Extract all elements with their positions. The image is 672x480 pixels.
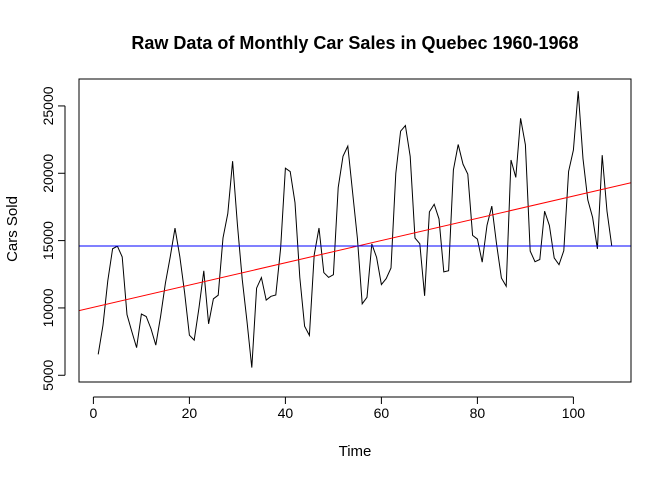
y-tick-label: 5000: [40, 359, 56, 390]
plot-frame: [78, 78, 632, 383]
chart-title: Raw Data of Monthly Car Sales in Quebec …: [131, 33, 578, 53]
x-tick-label: 60: [374, 405, 390, 421]
x-tick-label: 40: [278, 405, 294, 421]
x-tick-label: 20: [182, 405, 198, 421]
y-tick-label: 25000: [40, 86, 56, 125]
x-tick-label: 80: [470, 405, 486, 421]
plot-area: 0 20 40 60 80 100 5000 10000 15000 20000 25000: [40, 78, 632, 421]
x-tick-label: 100: [562, 405, 586, 421]
x-axis-label: Time: [339, 443, 372, 460]
y-tick-label: 10000: [40, 288, 56, 327]
series-line: [97, 91, 613, 368]
x-tick-label: 0: [90, 405, 98, 421]
y-axis-label: Cars Sold: [4, 196, 21, 262]
y-tick-label: 15000: [40, 221, 56, 260]
series-trend-line: [79, 182, 631, 312]
y-tick-label: 20000: [40, 154, 56, 193]
